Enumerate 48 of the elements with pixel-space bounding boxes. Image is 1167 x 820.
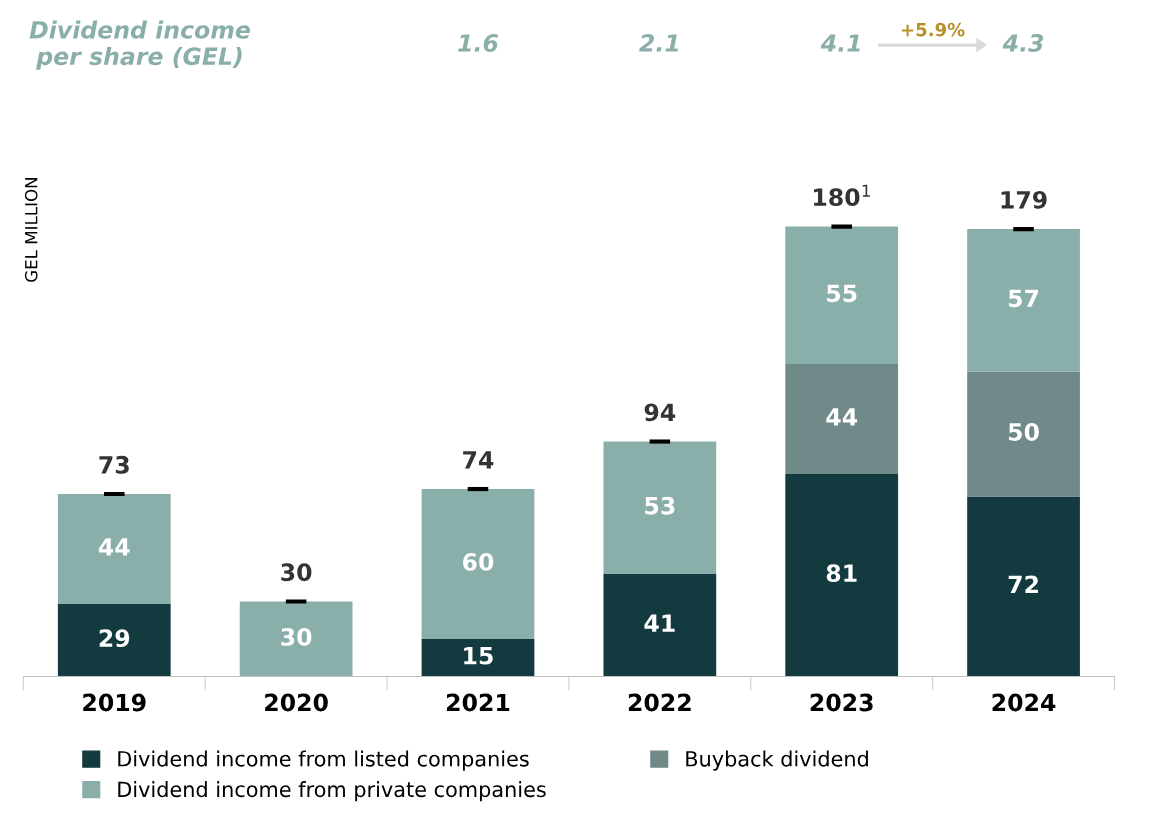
x-tick-label: 2021 bbox=[446, 693, 510, 712]
bar bbox=[57, 494, 171, 605]
y-axis-title: GEL MILLION bbox=[24, 178, 38, 282]
bar bbox=[421, 639, 535, 677]
bar bbox=[785, 364, 899, 475]
text: Dividend income per share (GEL) bbox=[29, 20, 251, 70]
data-label: 44 bbox=[826, 408, 858, 426]
bar bbox=[421, 489, 535, 640]
x-tick-label: 2023 bbox=[810, 693, 873, 712]
legend-label: Buyback dividend bbox=[686, 750, 868, 771]
total-label: 180$^{1}$ bbox=[814, 184, 870, 207]
data-label: 57 bbox=[1008, 289, 1039, 308]
data-label: 44 bbox=[98, 538, 130, 556]
data-label: 29 bbox=[99, 629, 130, 648]
bar bbox=[785, 474, 899, 677]
x-tick-label: 2022 bbox=[628, 693, 691, 712]
legend-label: Dividend income from listed companies bbox=[118, 750, 529, 771]
legend-label: Dividend income from private companies bbox=[118, 781, 546, 802]
total-label: 94 bbox=[644, 403, 676, 422]
data-label: 53 bbox=[645, 496, 675, 515]
text: 1.6 bbox=[458, 34, 499, 52]
text: 2.1 bbox=[639, 34, 678, 52]
data-label: 41 bbox=[644, 614, 675, 632]
text: 4.3 bbox=[1002, 34, 1044, 52]
text: +5.9% bbox=[901, 22, 965, 37]
bar bbox=[967, 229, 1080, 372]
bar bbox=[967, 371, 1080, 497]
bar bbox=[785, 226, 899, 365]
data-label: 81 bbox=[826, 564, 857, 583]
total-label: 179 bbox=[1001, 190, 1047, 209]
bar bbox=[239, 601, 353, 677]
data-label: 15 bbox=[464, 647, 493, 665]
data-label: 50 bbox=[1008, 423, 1039, 441]
x-tick-label: 2020 bbox=[265, 693, 328, 712]
data-label: 72 bbox=[1008, 575, 1038, 594]
total-label: 73 bbox=[99, 455, 129, 474]
x-tick-label: 2024 bbox=[992, 693, 1056, 712]
data-label: 30 bbox=[281, 628, 312, 646]
total-label: 30 bbox=[281, 563, 312, 582]
bar bbox=[603, 574, 717, 677]
bar bbox=[967, 496, 1080, 677]
data-label: 55 bbox=[827, 284, 857, 303]
total-label: 74 bbox=[463, 451, 494, 469]
bar bbox=[603, 441, 717, 575]
data-label: 60 bbox=[463, 553, 494, 571]
text: 4.1 bbox=[820, 34, 860, 52]
x-tick-label: 2019 bbox=[83, 693, 146, 712]
bar bbox=[57, 604, 171, 677]
